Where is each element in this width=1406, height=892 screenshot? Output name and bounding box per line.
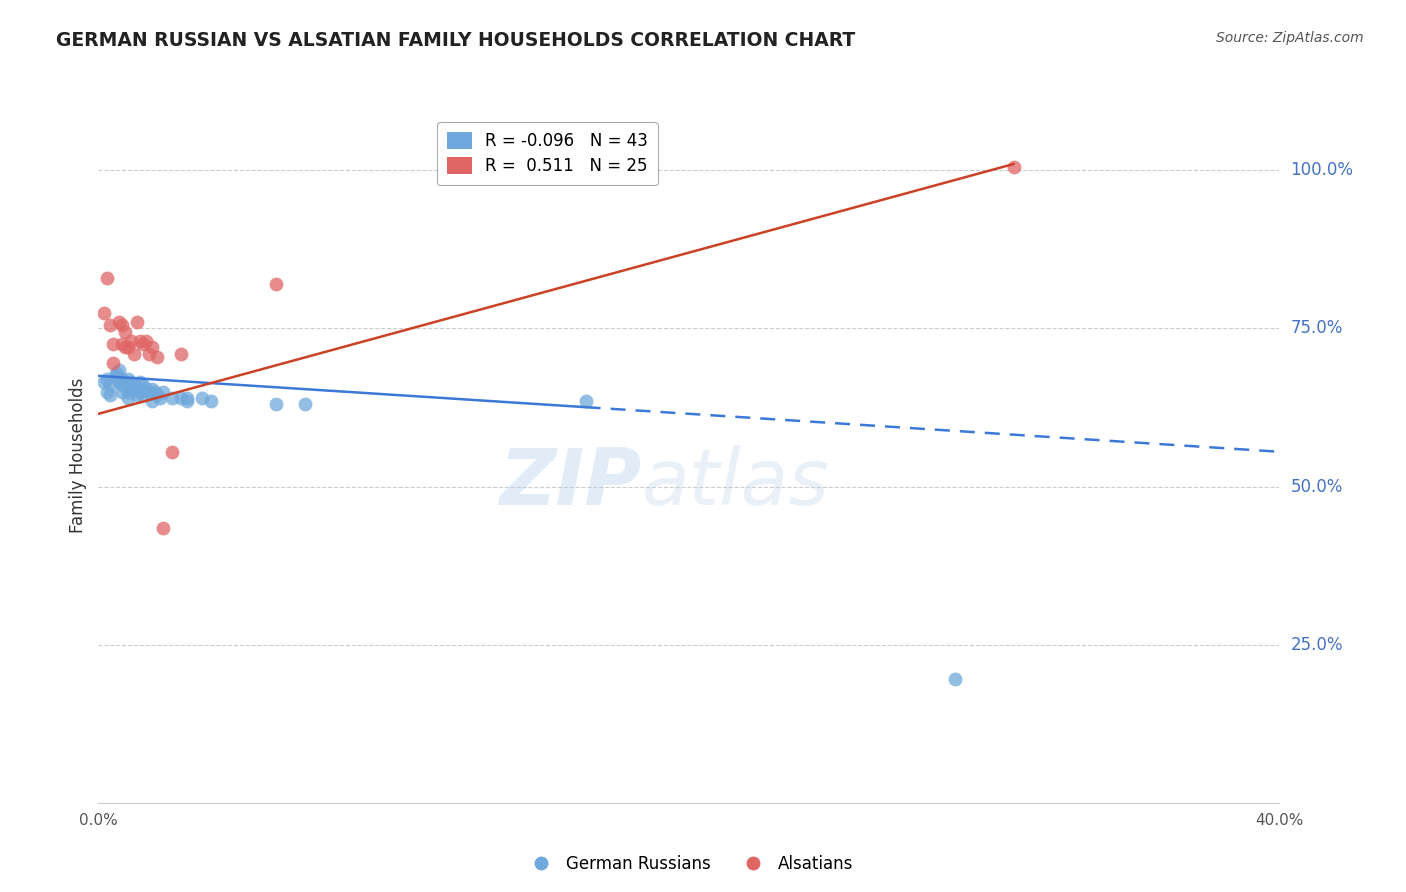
Point <box>103 337 125 351</box>
Text: 100.0%: 100.0% <box>1291 161 1354 179</box>
Point <box>135 382 157 396</box>
Text: 50.0%: 50.0% <box>1291 477 1343 496</box>
Point <box>152 521 174 535</box>
Text: ZIP: ZIP <box>499 445 641 521</box>
Point <box>176 394 198 409</box>
Point <box>103 356 125 370</box>
Point <box>138 347 160 361</box>
Point <box>128 334 150 348</box>
Point <box>93 305 115 319</box>
Point <box>191 391 214 405</box>
Point <box>128 384 150 399</box>
Text: Source: ZipAtlas.com: Source: ZipAtlas.com <box>1216 31 1364 45</box>
Point <box>294 397 316 411</box>
Point <box>98 378 121 392</box>
Text: 75.0%: 75.0% <box>1291 319 1343 337</box>
Point <box>122 347 145 361</box>
Point <box>141 382 163 396</box>
Point <box>96 372 118 386</box>
Point <box>93 375 115 389</box>
Point <box>141 394 163 409</box>
Point <box>120 382 142 396</box>
Legend: R = -0.096   N = 43, R =  0.511   N = 25: R = -0.096 N = 43, R = 0.511 N = 25 <box>437 122 658 186</box>
Point <box>574 394 596 409</box>
Point <box>146 350 169 364</box>
Point <box>264 277 287 292</box>
Point <box>149 391 172 405</box>
Y-axis label: Family Households: Family Households <box>69 377 87 533</box>
Point <box>117 378 139 392</box>
Point <box>114 340 136 354</box>
Point <box>200 394 222 409</box>
Point <box>162 444 183 458</box>
Point <box>111 384 134 399</box>
Point <box>117 391 139 405</box>
Point <box>132 378 155 392</box>
Point <box>143 384 166 399</box>
Point <box>96 270 118 285</box>
Point <box>132 388 155 402</box>
Point <box>111 318 134 333</box>
Legend: German Russians, Alsatians: German Russians, Alsatians <box>517 848 860 880</box>
Point <box>170 391 193 405</box>
Point <box>114 325 136 339</box>
Point <box>132 337 155 351</box>
Point <box>122 378 145 392</box>
Point <box>170 347 193 361</box>
Point <box>141 340 163 354</box>
Point <box>125 315 148 329</box>
Point <box>138 384 160 399</box>
Point <box>120 334 142 348</box>
Point <box>111 337 134 351</box>
Point <box>264 397 287 411</box>
Point <box>111 378 134 392</box>
Point <box>176 391 198 405</box>
Point <box>125 388 148 402</box>
Point <box>108 362 131 376</box>
Point <box>152 384 174 399</box>
Point <box>117 372 139 386</box>
Point <box>135 334 157 348</box>
Text: GERMAN RUSSIAN VS ALSATIAN FAMILY HOUSEHOLDS CORRELATION CHART: GERMAN RUSSIAN VS ALSATIAN FAMILY HOUSEH… <box>56 31 855 50</box>
Point <box>98 388 121 402</box>
Point <box>111 372 134 386</box>
Point <box>943 673 966 687</box>
Point <box>1002 160 1025 174</box>
Point <box>117 384 139 399</box>
Point <box>162 391 183 405</box>
Text: atlas: atlas <box>641 445 830 521</box>
Point <box>105 368 128 383</box>
Point <box>108 315 131 329</box>
Point <box>108 375 131 389</box>
Point <box>146 388 169 402</box>
Point <box>128 375 150 389</box>
Point <box>117 340 139 354</box>
Point <box>125 382 148 396</box>
Text: 25.0%: 25.0% <box>1291 636 1343 654</box>
Point <box>105 366 128 380</box>
Point <box>98 318 121 333</box>
Point <box>96 384 118 399</box>
Point <box>120 375 142 389</box>
